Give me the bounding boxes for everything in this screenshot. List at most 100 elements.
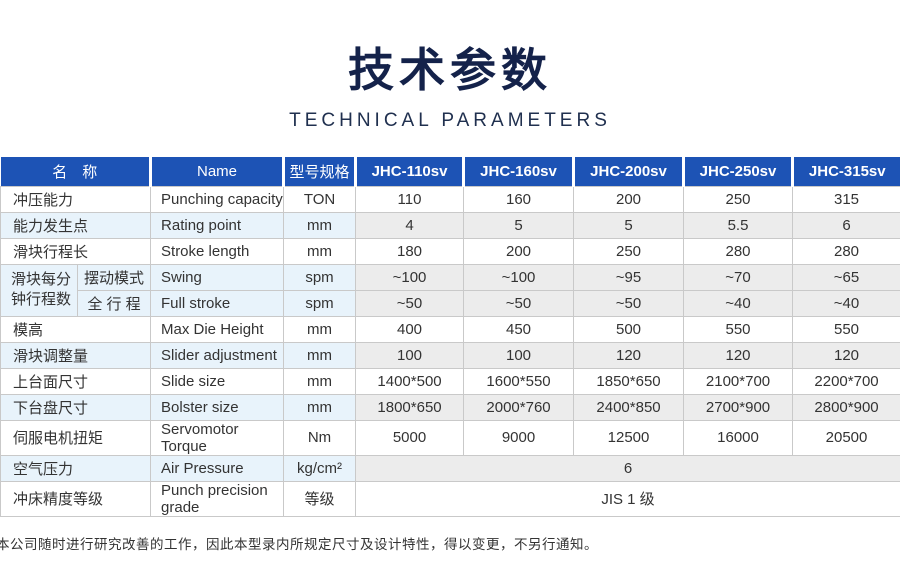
row-label-cn: 滑块行程长 bbox=[0, 237, 152, 265]
row-label-en: Swing bbox=[150, 263, 285, 291]
row-value: 500 bbox=[573, 315, 685, 343]
header-model-jhc-110sv: JHC-110sv bbox=[355, 157, 466, 186]
row-value: 2800*900 bbox=[792, 393, 900, 421]
row-value: 1400*500 bbox=[355, 367, 465, 395]
table-row: 上台面尺寸 Slide size mm 1400*500 1600*550 1850*65… bbox=[0, 367, 900, 395]
header-spec: 型号规格 bbox=[283, 157, 358, 186]
row-value: 12500 bbox=[573, 419, 685, 456]
row-label-en: Servomotor Torque bbox=[150, 419, 285, 456]
row-value: ~40 bbox=[683, 289, 794, 317]
row-span-value: JIS 1 级 bbox=[355, 480, 900, 517]
row-unit: mm bbox=[283, 211, 357, 239]
row-unit: Nm bbox=[283, 419, 357, 456]
row-label-cn: 模高 bbox=[0, 315, 152, 343]
row-value: ~100 bbox=[355, 263, 465, 291]
table-row: 伺服电机扭矩 Servomotor Torque Nm 5000 9000 12500 16… bbox=[0, 419, 900, 456]
row-value: 2400*850 bbox=[573, 393, 685, 421]
row-value: 100 bbox=[355, 341, 465, 369]
row-value: ~40 bbox=[792, 289, 900, 317]
row-value: 2700*900 bbox=[683, 393, 794, 421]
row-value: ~95 bbox=[573, 263, 685, 291]
row-span-value: 6 bbox=[355, 454, 900, 482]
row-value: 120 bbox=[573, 341, 685, 369]
row-value: 120 bbox=[683, 341, 794, 369]
row-unit: 等级 bbox=[283, 480, 357, 517]
row-value: 5 bbox=[573, 211, 685, 239]
row-label-en: Air Pressure bbox=[150, 454, 285, 482]
table-row: 模高 Max Die Height mm 400 450 500 550 550 bbox=[0, 315, 900, 343]
table-row: 滑块每分钟行程数 摆动模式 Swing spm ~100 ~100 ~95 ~70 ~65 bbox=[0, 263, 900, 317]
row-label-en: Punch precision grade bbox=[150, 480, 285, 517]
row-label-cn: 伺服电机扭矩 bbox=[0, 419, 152, 456]
row-value: 20500 bbox=[792, 419, 900, 456]
row-value: 250 bbox=[573, 237, 685, 265]
header-model-jhc-250sv: JHC-250sv bbox=[683, 157, 795, 186]
row-value: ~100 bbox=[463, 263, 575, 291]
row-value: 5000 bbox=[355, 419, 465, 456]
row-value: 160 bbox=[463, 185, 575, 213]
header-model-jhc-160sv: JHC-160sv bbox=[463, 157, 576, 186]
header-name-en: Name bbox=[150, 157, 286, 186]
row-value: 550 bbox=[683, 315, 794, 343]
row-value: ~50 bbox=[463, 289, 575, 317]
header-name-cn: 名 称 bbox=[0, 157, 153, 186]
header-model-jhc-200sv: JHC-200sv bbox=[573, 157, 686, 186]
row-value: 250 bbox=[683, 185, 794, 213]
table-header-row: 名 称 Name 型号规格 JHC-110sv JHC-160sv JHC-20… bbox=[0, 157, 900, 186]
row-value: 6 bbox=[792, 211, 900, 239]
row-value: 1850*650 bbox=[573, 367, 685, 395]
row-unit: kg/cm² bbox=[283, 454, 357, 482]
row-group-label: 滑块每分钟行程数 bbox=[0, 263, 78, 317]
table-row: 滑块行程长 Stroke length mm 180 200 250 280 280 bbox=[0, 237, 900, 265]
row-unit: spm bbox=[283, 263, 357, 291]
row-label-cn: 下台盘尺寸 bbox=[0, 393, 152, 421]
technical-parameters-table: 名 称 Name 型号规格 JHC-110sv JHC-160sv JHC-20… bbox=[0, 157, 900, 517]
row-value: ~50 bbox=[355, 289, 465, 317]
row-label-en: Rating point bbox=[150, 211, 285, 239]
row-unit: mm bbox=[283, 341, 357, 369]
row-value: 2000*760 bbox=[463, 393, 575, 421]
row-value: 2200*700 bbox=[792, 367, 900, 395]
row-value: ~65 bbox=[792, 263, 900, 291]
table-row: 下台盘尺寸 Bolster size mm 1800*650 2000*760 2400*… bbox=[0, 393, 900, 421]
table-row: 全 行 程 Full stroke spm ~50 ~50 ~50 ~40 ~40 bbox=[1, 289, 900, 317]
row-value: 1600*550 bbox=[463, 367, 575, 395]
row-label-en: Max Die Height bbox=[150, 315, 285, 343]
row-unit: mm bbox=[283, 393, 357, 421]
table-body: 冲压能力 Punching capacity TON 110 160 200 250 315 能… bbox=[0, 185, 900, 517]
row-value: ~70 bbox=[683, 263, 794, 291]
row-value: 400 bbox=[355, 315, 465, 343]
row-unit: mm bbox=[283, 237, 357, 265]
row-value: 1800*650 bbox=[355, 393, 465, 421]
row-label-cn: 冲压能力 bbox=[0, 185, 152, 213]
row-value: 550 bbox=[792, 315, 900, 343]
row-value: 5.5 bbox=[683, 211, 794, 239]
table-row: 空气压力 Air Pressure kg/cm² 6 bbox=[0, 454, 900, 482]
row-unit: TON bbox=[283, 185, 357, 213]
table-row: 能力发生点 Rating point mm 4 5 5 5.5 6 bbox=[0, 211, 900, 239]
row-value: 120 bbox=[792, 341, 900, 369]
table-row: 滑块调整量 Slider adjustment mm 100 100 120 120 120 bbox=[0, 341, 900, 369]
footer-disclaimer: 本公司随时进行研究改善的工作，因此本型录内所规定尺寸及设计特性，得以变更，不另行… bbox=[0, 537, 598, 552]
row-value: 200 bbox=[463, 237, 575, 265]
row-label-en: Bolster size bbox=[150, 393, 285, 421]
row-label-cn: 滑块调整量 bbox=[0, 341, 152, 369]
row-sublabel-cn: 摆动模式 bbox=[76, 263, 152, 291]
row-value: 450 bbox=[463, 315, 575, 343]
row-label-en: Punching capacity bbox=[150, 185, 285, 213]
row-label-cn: 空气压力 bbox=[0, 454, 152, 482]
row-sublabel-cn: 全 行 程 bbox=[76, 289, 152, 317]
table-row: 冲压能力 Punching capacity TON 110 160 200 250 315 bbox=[0, 185, 900, 213]
row-value: 280 bbox=[683, 237, 794, 265]
row-label-cn: 冲床精度等级 bbox=[0, 480, 152, 517]
page-title: 技术参数 bbox=[348, 44, 552, 96]
row-unit: mm bbox=[283, 315, 357, 343]
row-value: 9000 bbox=[463, 419, 575, 456]
row-unit: spm bbox=[283, 289, 357, 317]
row-value: ~50 bbox=[573, 289, 685, 317]
row-label-en: Slider adjustment bbox=[150, 341, 285, 369]
row-value: 4 bbox=[355, 211, 465, 239]
row-value: 100 bbox=[463, 341, 575, 369]
row-value: 280 bbox=[792, 237, 900, 265]
